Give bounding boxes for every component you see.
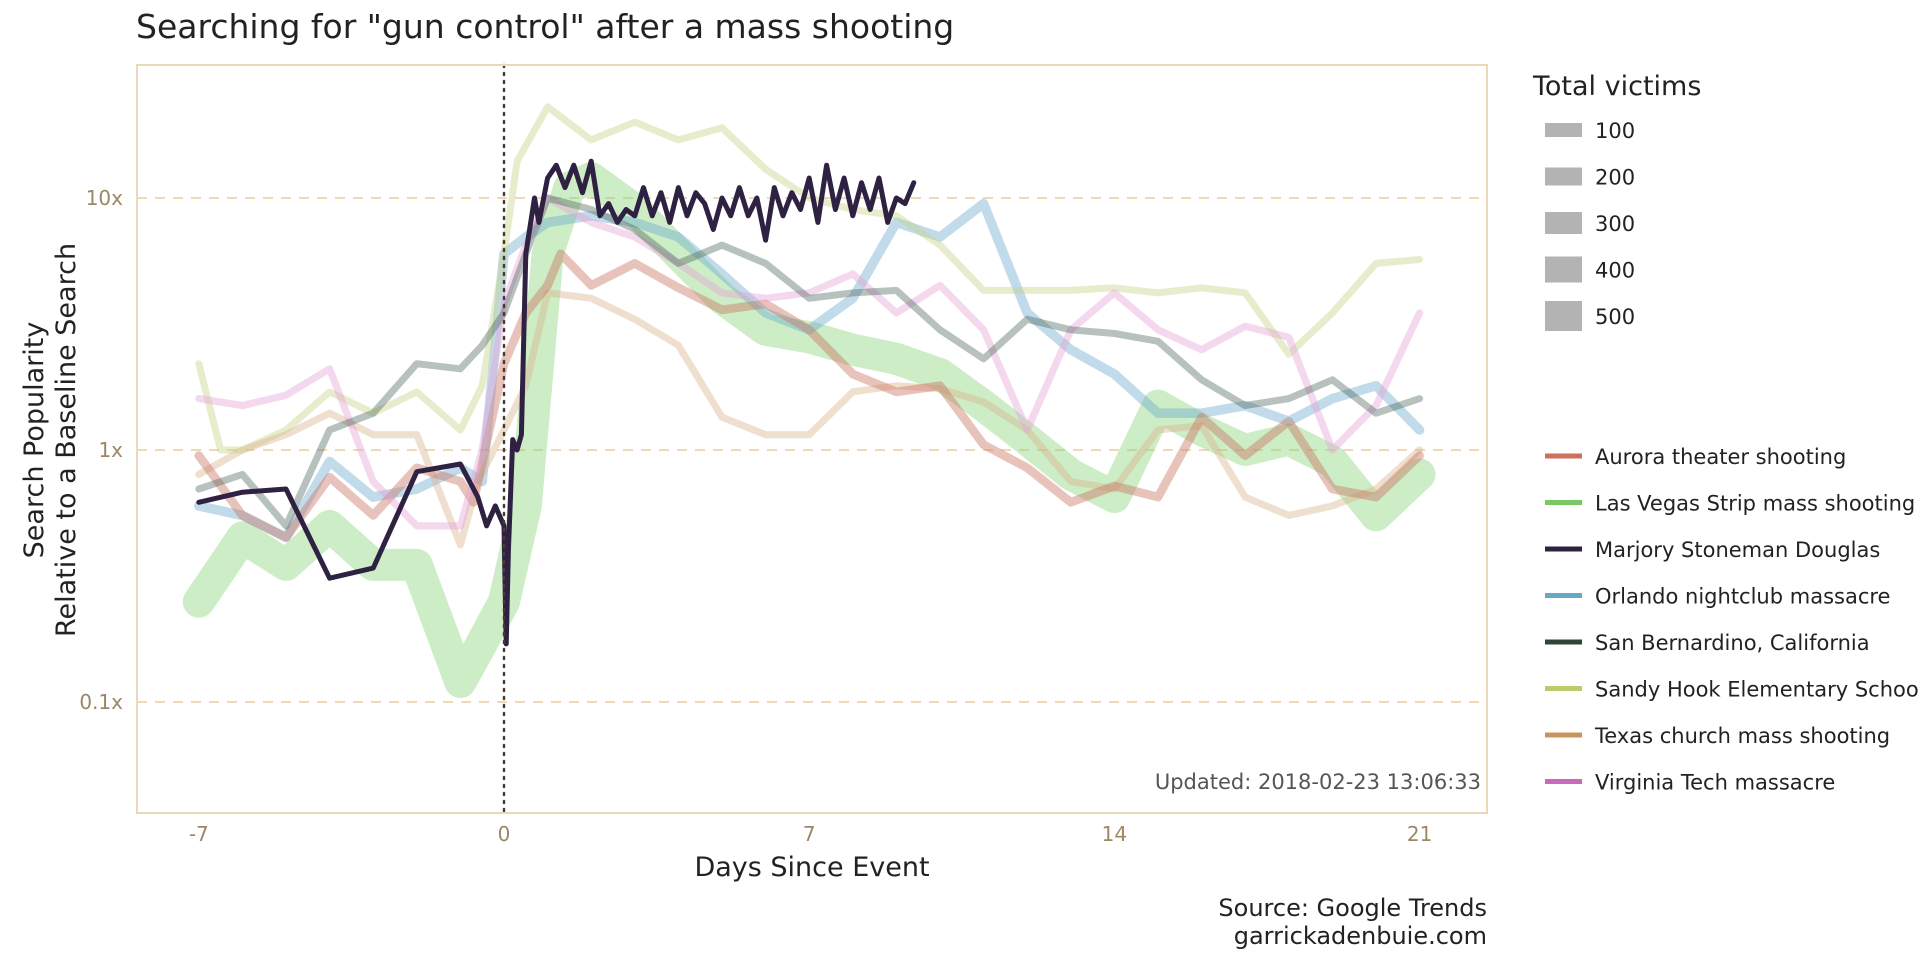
chart-title: Searching for "gun control" after a mass… — [136, 7, 954, 46]
series-line-orlando-nightclub-massacre — [194, 198, 1425, 543]
updated-timestamp: Updated: 2018-02-23 13:06:33 — [1155, 770, 1481, 794]
x-tick-label: 0 — [498, 822, 511, 846]
source-line-1: Source: Google Trends — [1218, 894, 1487, 922]
legend-label-las-vegas-strip-mass-shooting: Las Vegas Strip mass shooting — [1595, 492, 1915, 516]
series-line-san-bernardino-california — [195, 194, 1424, 530]
source-line-2: garrickadenbuie.com — [1234, 922, 1487, 950]
y-tick-label: 10x — [86, 186, 123, 210]
color-legend: Aurora theater shooting Las Vegas Strip m… — [1545, 445, 1920, 795]
size-legend-label: 300 — [1595, 212, 1635, 236]
legend-label-marjory-stoneman-douglas: Marjory Stoneman Douglas — [1595, 538, 1880, 562]
y-tick-label: 1x — [98, 438, 123, 462]
x-tick-label: -7 — [189, 822, 209, 846]
x-tick-label: 21 — [1407, 822, 1432, 846]
series-line-sandy-hook-elementary-school — [195, 103, 1424, 454]
size-legend-label: 100 — [1595, 119, 1635, 143]
size-legend-key — [1545, 256, 1582, 283]
legend-label-virginia-tech-massacre: Virginia Tech massacre — [1595, 771, 1835, 795]
size-legend-key — [1545, 301, 1582, 331]
legend-label-sandy-hook-elementary-school: Sandy Hook Elementary School — [1595, 678, 1920, 702]
x-axis-ticks: -7 0 7 14 21 — [189, 822, 1433, 846]
legend-label-aurora-theater-shooting: Aurora theater shooting — [1595, 445, 1846, 469]
legend-label-texas-church-mass-shooting: Texas church mass shooting — [1594, 724, 1890, 748]
size-legend-title: Total victims — [1532, 71, 1701, 102]
size-legend: 100 200 300 400 500 — [1545, 119, 1635, 331]
panel-border — [136, 64, 1488, 814]
x-tick-label: 14 — [1102, 822, 1127, 846]
y-axis-label-group: Search Popularity Relative to a Baseline… — [19, 243, 82, 637]
legend-label-orlando-nightclub-massacre: Orlando nightclub massacre — [1595, 585, 1890, 609]
x-tick-label: 7 — [803, 822, 816, 846]
series-line-virginia-tech-massacre — [195, 194, 1424, 530]
size-legend-key — [1545, 123, 1582, 137]
series-layer — [182, 103, 1436, 698]
y-axis-ticks: 0.1x 1x 10x — [79, 186, 123, 714]
series-line-las-vegas-strip-mass-shooting — [182, 162, 1436, 698]
x-axis-label: Days Since Event — [694, 852, 929, 883]
y-axis-label-line-1: Search Popularity — [19, 322, 50, 559]
legend-label-san-bernardino-california: San Bernardino, California — [1595, 631, 1870, 655]
size-legend-label: 400 — [1595, 259, 1635, 283]
series-line-texas-church-mass-shooting — [195, 289, 1424, 549]
size-legend-label: 200 — [1595, 166, 1635, 190]
size-legend-key — [1545, 167, 1582, 186]
y-tick-label: 0.1x — [79, 690, 123, 714]
size-legend-key — [1545, 212, 1582, 234]
y-axis-label-line-2: Relative to a Baseline Search — [51, 243, 82, 637]
size-legend-label: 500 — [1595, 305, 1635, 329]
